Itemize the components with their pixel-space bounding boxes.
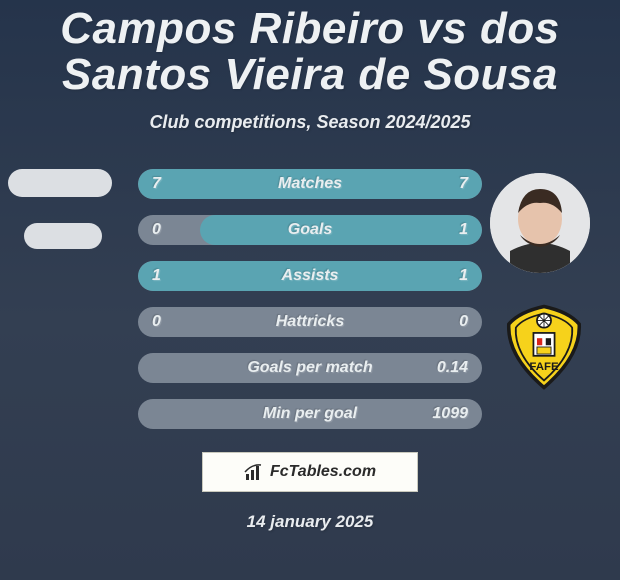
bar-chart-icon <box>244 462 264 482</box>
player2-avatar <box>490 173 590 273</box>
player1-placeholder-1 <box>8 169 112 197</box>
page-title: Campos Ribeiro vs dos Santos Vieira de S… <box>0 0 620 98</box>
stat-label: Hattricks <box>138 307 482 337</box>
stat-label: Min per goal <box>138 399 482 429</box>
source-badge[interactable]: FcTables.com <box>202 452 418 492</box>
stat-label: Assists <box>138 261 482 291</box>
stat-label: Goals per match <box>138 353 482 383</box>
source-label: FcTables.com <box>270 463 376 481</box>
svg-text:FAFE: FAFE <box>529 361 559 373</box>
face-icon <box>490 173 590 273</box>
date-label: 14 january 2025 <box>0 512 620 532</box>
stat-row: 00Hattricks <box>138 307 482 337</box>
stat-row: 11Assists <box>138 261 482 291</box>
stat-row: 1099Min per goal <box>138 399 482 429</box>
stat-label: Goals <box>138 215 482 245</box>
stats-rows: 77Matches 01Goals 11Assists 00Hattricks 0.14… <box>138 169 482 445</box>
stat-row: 77Matches <box>138 169 482 199</box>
player1-placeholder-2 <box>24 223 102 249</box>
player2-club-crest: FAFE <box>500 303 588 391</box>
crest-icon: FAFE <box>500 303 588 391</box>
subtitle: Club competitions, Season 2024/2025 <box>0 112 620 133</box>
stat-label: Matches <box>138 169 482 199</box>
stat-row: 01Goals <box>138 215 482 245</box>
avatar-face <box>490 173 590 273</box>
stat-row: 0.14Goals per match <box>138 353 482 383</box>
